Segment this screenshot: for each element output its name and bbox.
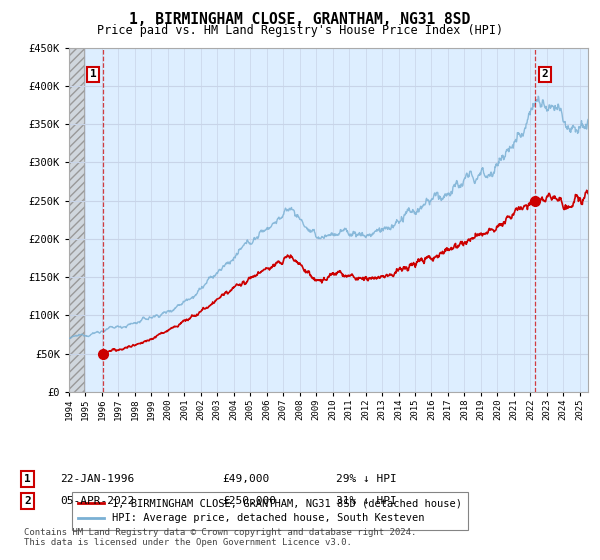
Text: 29% ↓ HPI: 29% ↓ HPI: [336, 474, 397, 484]
Text: 22-JAN-1996: 22-JAN-1996: [60, 474, 134, 484]
Bar: [69, 48, 84, 392]
Text: 1: 1: [24, 474, 31, 484]
Legend: 1, BIRMINGHAM CLOSE, GRANTHAM, NG31 8SD (detached house), HPI: Average price, de: 1, BIRMINGHAM CLOSE, GRANTHAM, NG31 8SD …: [71, 492, 469, 530]
Text: £49,000: £49,000: [222, 474, 269, 484]
Text: Contains HM Land Registry data © Crown copyright and database right 2024.
This d: Contains HM Land Registry data © Crown c…: [24, 528, 416, 547]
Text: 31% ↓ HPI: 31% ↓ HPI: [336, 496, 397, 506]
Bar: [69, 48, 84, 392]
Text: 1: 1: [89, 69, 97, 80]
Text: 2: 2: [541, 69, 548, 80]
Text: 1, BIRMINGHAM CLOSE, GRANTHAM, NG31 8SD: 1, BIRMINGHAM CLOSE, GRANTHAM, NG31 8SD: [130, 12, 470, 27]
Text: 2: 2: [24, 496, 31, 506]
Text: Price paid vs. HM Land Registry's House Price Index (HPI): Price paid vs. HM Land Registry's House …: [97, 24, 503, 36]
Text: 05-APR-2022: 05-APR-2022: [60, 496, 134, 506]
Text: £250,000: £250,000: [222, 496, 276, 506]
